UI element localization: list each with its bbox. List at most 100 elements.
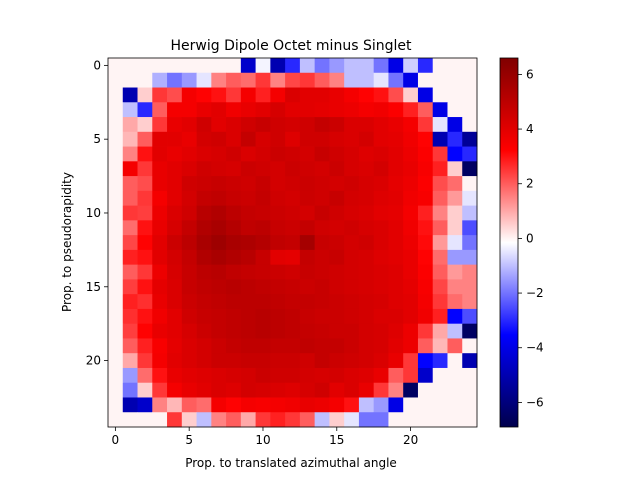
heatmap-cell: [137, 294, 153, 310]
heatmap-cell: [108, 176, 124, 192]
heatmap-cell: [403, 220, 419, 236]
heatmap-cell: [137, 367, 153, 384]
heatmap-cell: [432, 131, 448, 147]
heatmap-cell: [240, 382, 256, 398]
heatmap-cell: [373, 131, 389, 147]
heatmap-cell: [137, 323, 153, 339]
heatmap-cell: [388, 161, 404, 177]
heatmap-cell: [196, 161, 212, 177]
heatmap-cell: [462, 87, 478, 103]
heatmap-cell: [167, 397, 183, 413]
heatmap-cell: [358, 397, 375, 413]
heatmap-cell: [152, 397, 168, 413]
heatmap-cell: [167, 146, 183, 162]
heatmap-cell: [344, 235, 360, 251]
heatmap-cell: [403, 323, 419, 339]
heatmap-cell: [255, 58, 271, 74]
heatmap-cell: [226, 102, 242, 118]
heatmap-cell: [108, 58, 124, 74]
heatmap-cell: [447, 382, 463, 398]
heatmap-cell: [255, 279, 271, 295]
heatmap-cell: [108, 146, 124, 162]
heatmap-cell: [299, 87, 316, 103]
heatmap-cell: [403, 117, 419, 133]
heatmap-cell: [255, 367, 271, 384]
heatmap-cell: [329, 146, 345, 162]
heatmap-cells: [108, 58, 478, 428]
heatmap-cell: [299, 264, 316, 280]
heatmap-cell: [314, 190, 330, 206]
chart-title: Herwig Dipole Octet minus Singlet: [171, 38, 412, 54]
heatmap-cell: [152, 58, 168, 74]
heatmap-cell: [181, 190, 197, 206]
heatmap-cell: [432, 353, 448, 369]
heatmap-cell: [417, 205, 434, 221]
heatmap-cell: [299, 117, 316, 133]
heatmap-cell: [181, 117, 197, 133]
heatmap-cell: [196, 176, 212, 192]
heatmap-cell: [314, 279, 330, 295]
heatmap-cell: [388, 338, 404, 354]
x-tick-label: 20: [403, 433, 418, 447]
heatmap-cell: [181, 131, 197, 147]
heatmap-cell: [388, 264, 404, 280]
heatmap-cell: [462, 220, 478, 236]
heatmap-cell: [137, 279, 153, 295]
heatmap-cell: [388, 102, 404, 118]
heatmap-cell: [226, 190, 242, 206]
heatmap-cell: [432, 205, 448, 221]
heatmap-cell: [255, 176, 271, 192]
heatmap-cell: [152, 412, 168, 428]
heatmap-cell: [270, 161, 286, 177]
heatmap-cell: [226, 146, 242, 162]
heatmap-cell: [285, 176, 301, 192]
heatmap-cell: [211, 58, 227, 74]
heatmap-cell: [167, 190, 183, 206]
heatmap-cell: [447, 72, 463, 88]
heatmap-cell: [314, 146, 330, 162]
heatmap-cell: [108, 367, 124, 384]
heatmap-cell: [181, 294, 197, 310]
heatmap-cell: [285, 87, 301, 103]
heatmap-cell: [447, 220, 463, 236]
heatmap-cell: [167, 235, 183, 251]
heatmap-cell: [432, 294, 448, 310]
heatmap-cell: [462, 131, 478, 147]
heatmap-cell: [255, 323, 271, 339]
heatmap-cell: [358, 308, 375, 325]
heatmap-cell: [299, 412, 316, 428]
heatmap-cell: [462, 58, 478, 74]
heatmap-cell: [196, 102, 212, 118]
heatmap-cell: [181, 353, 197, 369]
heatmap-cell: [403, 249, 419, 266]
heatmap-cell: [373, 308, 389, 325]
heatmap-cell: [211, 353, 227, 369]
heatmap-cell: [373, 72, 389, 88]
heatmap-cell: [344, 117, 360, 133]
heatmap-cell: [211, 205, 227, 221]
heatmap-cell: [122, 205, 138, 221]
heatmap-cell: [329, 294, 345, 310]
heatmap-cell: [329, 367, 345, 384]
heatmap-cell: [373, 279, 389, 295]
heatmap-cell: [108, 382, 124, 398]
heatmap-cell: [285, 323, 301, 339]
heatmap-cell: [122, 131, 138, 147]
heatmap-cell: [240, 264, 256, 280]
heatmap-cell: [152, 87, 168, 103]
heatmap-cell: [388, 382, 404, 398]
heatmap-cell: [344, 412, 360, 428]
heatmap-cell: [196, 338, 212, 354]
x-axis-label: Prop. to translated azimuthal angle: [185, 456, 397, 470]
heatmap-cell: [358, 220, 375, 236]
heatmap-cell: [196, 220, 212, 236]
heatmap-cell: [417, 382, 434, 398]
heatmap-cell: [255, 72, 271, 88]
heatmap-cell: [137, 382, 153, 398]
heatmap-cell: [270, 176, 286, 192]
heatmap-cell: [285, 367, 301, 384]
heatmap-cell: [137, 102, 153, 118]
heatmap-cell: [299, 382, 316, 398]
heatmap-cell: [432, 190, 448, 206]
heatmap-cell: [314, 264, 330, 280]
